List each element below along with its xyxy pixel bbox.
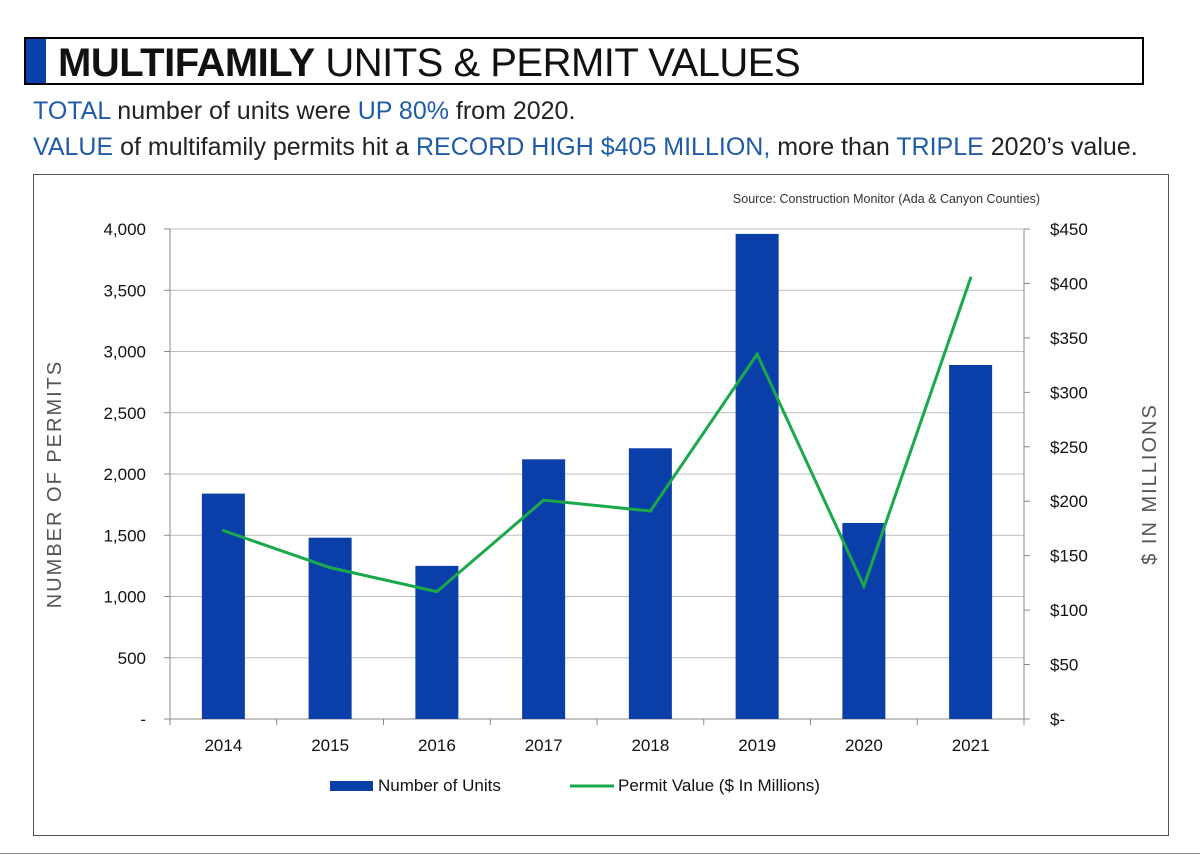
right-tick-label: $450 xyxy=(1050,220,1088,239)
right-axis-title: $ IN MILLIONS xyxy=(1139,403,1161,565)
right-tick-label: $250 xyxy=(1050,438,1088,457)
source-note: Source: Construction Monitor (Ada & Cany… xyxy=(733,192,1040,206)
left-tick-label: 3,500 xyxy=(103,281,146,300)
subtitle-line-1: TOTAL number of units were UP 80% from 2… xyxy=(33,96,575,126)
title-bold: MULTIFAMILY xyxy=(58,41,315,85)
subtitle-segment: VALUE xyxy=(33,133,114,161)
subtitle-segment: of multifamily permits hit a xyxy=(113,133,416,161)
subtitle-segment: TOTAL xyxy=(33,97,111,125)
subtitle-segment: RECORD HIGH $405 MILLION, xyxy=(416,133,771,161)
bar-2021 xyxy=(949,364,993,719)
permit-value-point-2016 xyxy=(435,590,439,594)
left-axis-title: NUMBER OF PERMITS xyxy=(44,360,66,608)
left-tick-label: 1,500 xyxy=(103,526,146,545)
right-tick-label: $100 xyxy=(1050,601,1088,620)
left-tick-label: 3,000 xyxy=(103,343,146,362)
permit-value-point-2015 xyxy=(328,566,332,570)
x-tick-label: 2014 xyxy=(204,736,242,755)
permit-value-point-2017 xyxy=(542,498,546,502)
right-tick-label: $350 xyxy=(1050,329,1088,348)
left-tick-label: 1,000 xyxy=(103,588,146,607)
permit-value-point-2018 xyxy=(648,509,652,513)
subtitle-segment: 2020’s value. xyxy=(983,133,1138,161)
right-tick-label: $300 xyxy=(1050,383,1088,402)
permit-value-point-2014 xyxy=(221,529,225,533)
right-tick-label: $150 xyxy=(1050,547,1088,566)
bar-2017 xyxy=(522,459,566,719)
right-tick-label: $- xyxy=(1050,710,1065,729)
permit-value-point-2021 xyxy=(969,276,973,280)
x-tick-label: 2015 xyxy=(311,736,349,755)
subtitle-segment: number of units were xyxy=(110,97,358,125)
bar-2019 xyxy=(735,233,779,719)
bar-2015 xyxy=(308,537,352,719)
x-tick-label: 2019 xyxy=(738,736,776,755)
x-tick-label: 2017 xyxy=(525,736,563,755)
page-title: MULTIFAMILY UNITS & PERMIT VALUES xyxy=(58,41,801,85)
bar-2018 xyxy=(628,448,672,719)
left-tick-label: 2,500 xyxy=(103,404,146,423)
subtitle-segment: more than xyxy=(770,133,897,161)
title-box: MULTIFAMILY UNITS & PERMIT VALUES xyxy=(24,37,1144,85)
bottom-divider xyxy=(0,853,1200,854)
x-tick-label: 2016 xyxy=(418,736,456,755)
right-tick-label: $50 xyxy=(1050,656,1078,675)
left-tick-label: 500 xyxy=(118,649,146,668)
left-tick-label: - xyxy=(140,710,146,729)
right-tick-label: $200 xyxy=(1050,492,1088,511)
x-tick-label: 2021 xyxy=(952,736,990,755)
legend-label-value: Permit Value ($ In Millions) xyxy=(618,776,820,795)
permit-value-point-2020 xyxy=(862,584,866,588)
permit-value-line xyxy=(222,277,973,594)
permit-value-point-2019 xyxy=(755,352,759,356)
title-accent-bar xyxy=(26,39,46,83)
legend-swatch-units xyxy=(330,781,373,791)
x-tick-label: 2018 xyxy=(631,736,669,755)
title-rest: UNITS & PERMIT VALUES xyxy=(314,41,801,85)
subtitle-segment: UP 80% xyxy=(357,97,449,125)
right-tick-label: $400 xyxy=(1050,274,1088,293)
bar-2014 xyxy=(201,493,245,719)
x-tick-label: 2020 xyxy=(845,736,883,755)
legend-label-units: Number of Units xyxy=(378,776,501,795)
left-tick-label: 2,000 xyxy=(103,465,146,484)
subtitle-segment: from 2020. xyxy=(448,97,576,125)
subtitle-segment: TRIPLE xyxy=(896,133,984,161)
subtitle-line-2: VALUE of multifamily permits hit a RECOR… xyxy=(33,132,1138,162)
left-tick-label: 4,000 xyxy=(103,220,146,239)
